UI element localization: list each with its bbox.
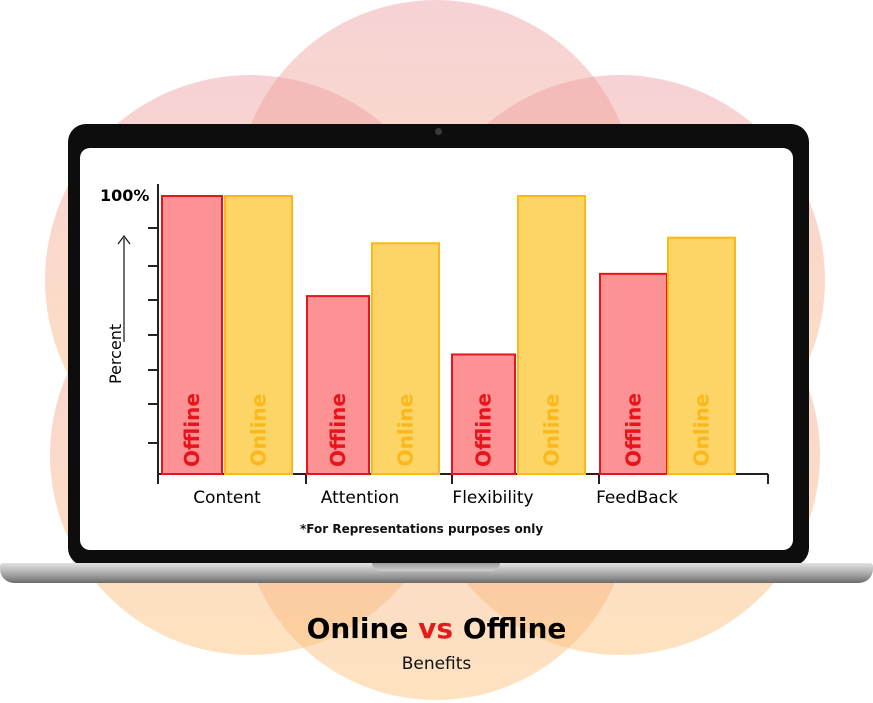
bar-label-offline-flexibility: Offline bbox=[472, 393, 496, 467]
page-title: Online vs Offline bbox=[0, 612, 873, 645]
camera-dot bbox=[435, 128, 442, 135]
bar-label-offline-feedback: Offline bbox=[622, 393, 646, 467]
laptop-notch bbox=[372, 563, 500, 571]
y-axis-top-label: 100% bbox=[100, 186, 150, 205]
x-tick-label-flexibility: Flexibility bbox=[452, 488, 533, 508]
y-arrow-head bbox=[117, 235, 131, 245]
bar-label-online-content: Online bbox=[247, 394, 271, 467]
bar-label-online-flexibility: Online bbox=[540, 394, 564, 467]
bar-label-online-feedback: Online bbox=[690, 394, 714, 467]
bar-online-attention bbox=[371, 242, 440, 475]
footnote: *For Representations purposes only bbox=[300, 522, 544, 536]
title-online: Online bbox=[306, 612, 409, 645]
laptop-base bbox=[0, 563, 873, 583]
y-axis-title: Percent bbox=[106, 324, 125, 384]
y-axis-title-text: Percent bbox=[106, 323, 125, 384]
page-subtitle: Benefits bbox=[401, 654, 472, 674]
bar-online-content bbox=[224, 195, 293, 475]
x-tick-label-feedback: FeedBack bbox=[596, 488, 678, 508]
bar-offline-flexibility bbox=[451, 353, 516, 475]
x-tick-label-attention: Attention bbox=[321, 488, 399, 508]
title-vs: vs bbox=[418, 612, 454, 645]
x-tick-label-content: Content bbox=[193, 488, 261, 508]
bar-offline-content bbox=[161, 195, 223, 475]
bar-label-online-attention: Online bbox=[394, 394, 418, 467]
bar-label-offline-content: Offline bbox=[180, 393, 204, 467]
bar-online-feedback bbox=[667, 236, 736, 475]
bar-online-flexibility bbox=[517, 195, 586, 475]
title-offline: Offline bbox=[462, 612, 567, 645]
bar-offline-attention bbox=[306, 295, 370, 475]
bar-label-offline-attention: Offline bbox=[326, 393, 350, 467]
bar-offline-feedback bbox=[599, 272, 668, 475]
